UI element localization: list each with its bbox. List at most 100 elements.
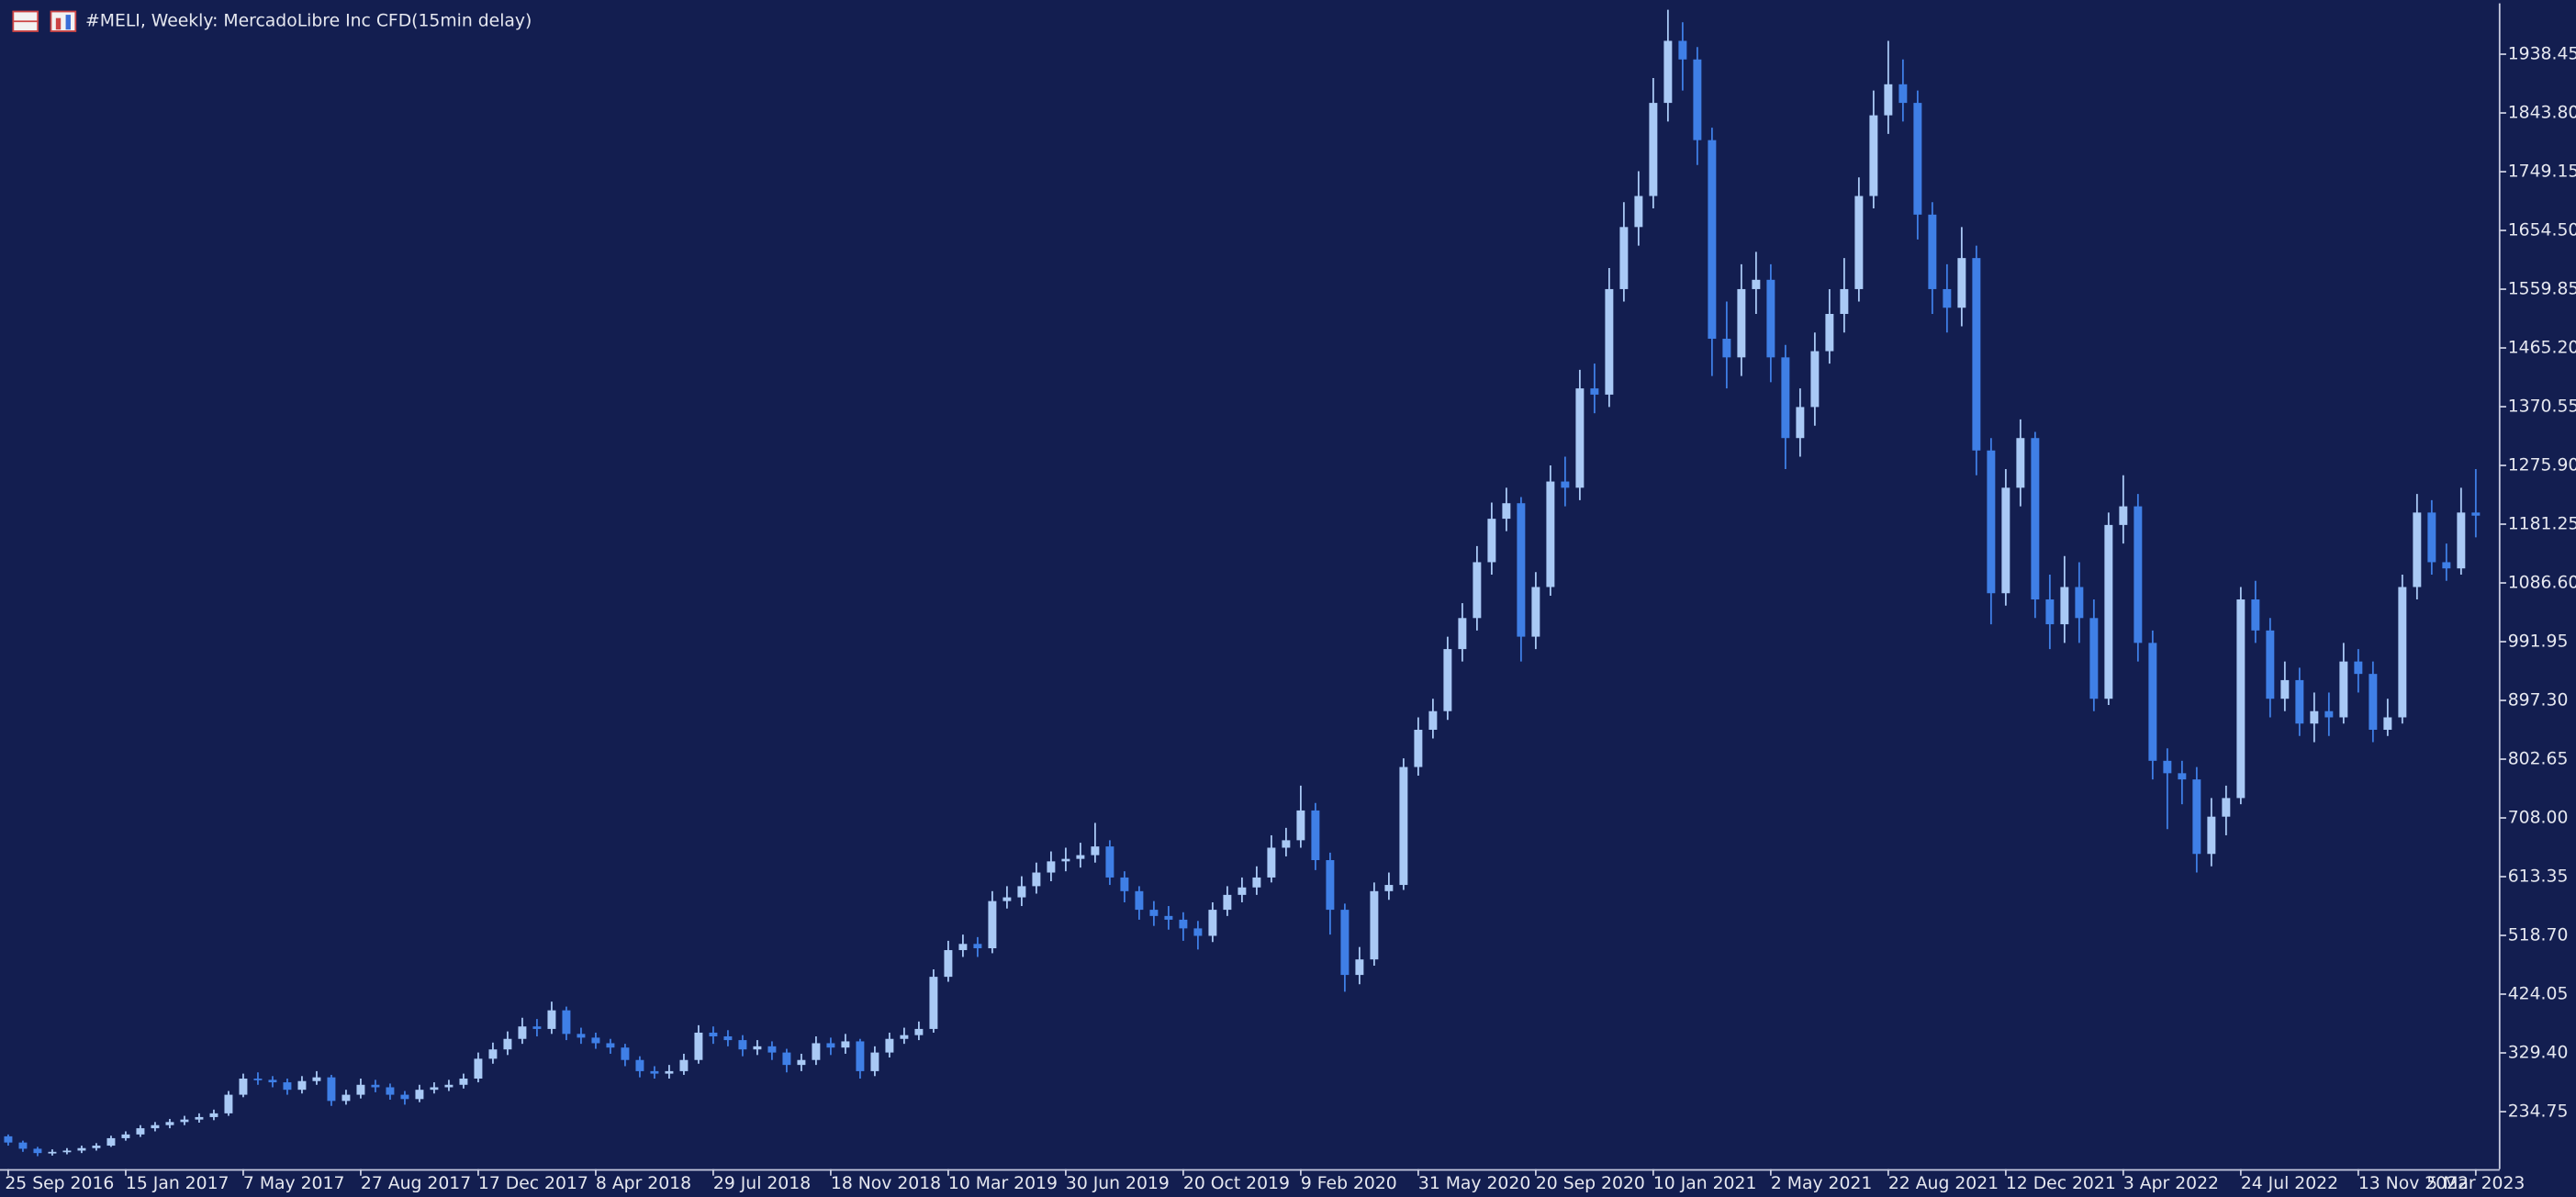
- candle-body: [386, 1087, 395, 1095]
- toolbar-icons[interactable]: [12, 10, 77, 32]
- candle-body: [2134, 506, 2143, 643]
- candle-body: [1796, 407, 1805, 439]
- candle-body: [2266, 630, 2275, 699]
- candle-body: [2075, 587, 2084, 619]
- candle-body: [1179, 919, 1188, 929]
- candle-body: [988, 901, 997, 949]
- candle-body: [2427, 512, 2436, 563]
- x-tick-label: 20 Sep 2020: [1536, 1174, 1645, 1193]
- y-tick-label: 708.00: [2508, 809, 2569, 828]
- candle-body: [356, 1084, 365, 1095]
- candle-body: [856, 1041, 865, 1071]
- candle-body: [1473, 562, 1482, 619]
- candle-body: [900, 1035, 909, 1039]
- icon-chart[interactable]: [50, 10, 77, 32]
- candle-body: [253, 1079, 263, 1080]
- candle-body: [1605, 288, 1614, 395]
- candle-body: [2324, 710, 2334, 718]
- candle-body: [2060, 587, 2069, 625]
- candle-body: [532, 1026, 542, 1029]
- candle-body: [841, 1041, 850, 1048]
- candle-body: [2457, 512, 2466, 569]
- candle-body: [679, 1059, 689, 1071]
- candle-body: [2398, 587, 2407, 718]
- candle-body: [870, 1052, 879, 1071]
- candle-body: [1208, 910, 1217, 936]
- candle-body: [1149, 910, 1159, 916]
- y-tick-label: 329.40: [2508, 1044, 2569, 1063]
- candle-body: [753, 1046, 762, 1050]
- x-tick-label: 8 Apr 2018: [596, 1174, 691, 1193]
- candle-body: [1693, 59, 1702, 140]
- x-tick-label: 17 Dec 2017: [478, 1174, 588, 1193]
- candle-body: [1957, 258, 1966, 308]
- candle-body: [1517, 503, 1526, 637]
- candle-body: [1002, 897, 1012, 901]
- candle-body: [1238, 887, 1247, 895]
- candle-body: [1311, 810, 1320, 861]
- candle-body: [1869, 115, 1878, 196]
- candle-body: [2339, 661, 2348, 718]
- candle-body: [2222, 798, 2231, 817]
- candle-body: [33, 1148, 42, 1154]
- candle-body: [195, 1116, 204, 1120]
- candle-body: [621, 1047, 630, 1060]
- candle-body: [2413, 512, 2422, 587]
- chart-title: #MELI, Weekly: MercadoLibre Inc CFD(15mi…: [85, 12, 532, 31]
- y-tick-label: 1654.50: [2508, 221, 2576, 241]
- candle-body: [400, 1094, 409, 1100]
- candle-body: [1810, 351, 1820, 408]
- candle-body: [1164, 915, 1173, 920]
- candle-body: [2236, 599, 2246, 799]
- candle-body: [1943, 288, 1952, 308]
- candle-body: [1737, 288, 1746, 358]
- y-tick-label: 991.95: [2508, 632, 2569, 652]
- candle-body: [1840, 288, 1849, 314]
- candle-body: [444, 1084, 454, 1088]
- candle-body: [327, 1077, 336, 1102]
- candle-body: [2354, 661, 2363, 675]
- y-tick-label: 1465.20: [2508, 339, 2576, 358]
- x-tick-label: 10 Jan 2021: [1653, 1174, 1757, 1193]
- candle-body: [2192, 779, 2201, 855]
- candle-body: [973, 944, 982, 949]
- candle-body: [121, 1134, 130, 1138]
- candle-body: [1898, 84, 1908, 104]
- candle-body: [283, 1082, 292, 1091]
- candle-body: [1076, 855, 1085, 859]
- candle-body: [2148, 643, 2157, 761]
- candle-body: [371, 1084, 380, 1088]
- candle-body: [1854, 196, 1864, 289]
- candle-body: [1458, 618, 1467, 650]
- candle-body: [2207, 816, 2216, 855]
- candle-body: [312, 1077, 321, 1081]
- candle-body: [635, 1059, 644, 1071]
- candle-body: [1766, 279, 1775, 358]
- candle-body: [2001, 487, 2010, 594]
- candle-body: [268, 1080, 277, 1083]
- candle-body: [2471, 512, 2481, 516]
- candle-body: [958, 944, 968, 951]
- x-tick-label: 20 Oct 2019: [1183, 1174, 1290, 1193]
- y-tick-label: 1749.15: [2508, 162, 2576, 182]
- candle-body: [694, 1032, 703, 1060]
- candle-body: [459, 1079, 468, 1085]
- candle-body: [77, 1147, 86, 1151]
- candle-body: [1061, 858, 1070, 862]
- y-tick-label: 1086.60: [2508, 574, 2576, 593]
- candle-body: [1017, 886, 1026, 898]
- candle-body: [2119, 506, 2128, 525]
- candle-body: [1091, 846, 1100, 856]
- candle-body: [1913, 103, 1922, 215]
- candle-body: [797, 1059, 806, 1066]
- candle-body: [2016, 438, 2025, 488]
- candle-body: [1561, 481, 1570, 488]
- candle-body: [1282, 840, 1291, 848]
- candle-body: [1340, 910, 1350, 976]
- candle-body: [709, 1032, 718, 1037]
- candle-body: [2104, 524, 2113, 699]
- candle-body: [415, 1090, 424, 1100]
- x-tick-label: 30 Jun 2019: [1066, 1174, 1170, 1193]
- candle-body: [1531, 587, 1540, 637]
